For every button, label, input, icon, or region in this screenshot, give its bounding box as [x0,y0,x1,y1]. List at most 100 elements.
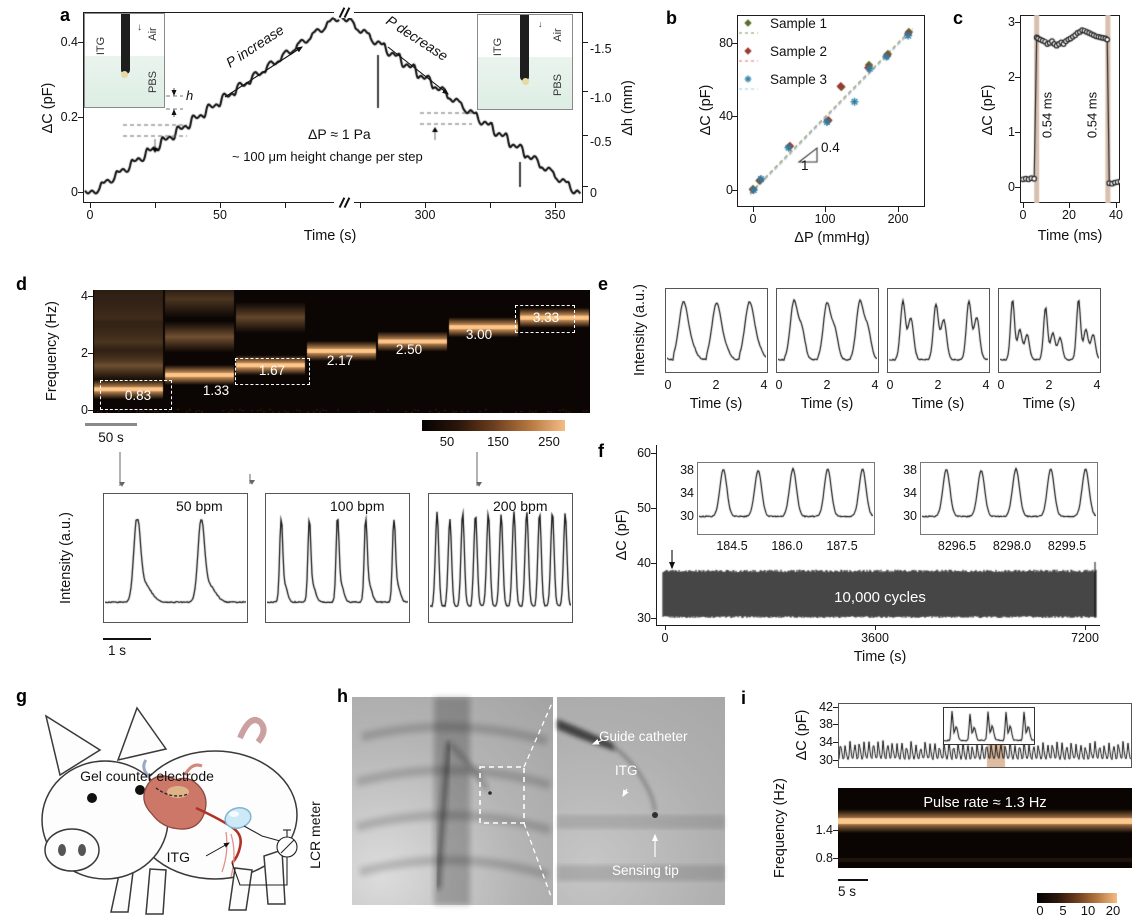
axis-tick [651,563,656,564]
d-freq-label: 1.67 [258,363,286,378]
a-ytick: 0 [71,185,78,199]
i-scalebar-line [838,879,868,881]
e-xlabel: Time (s) [689,396,743,412]
axis-tick [753,207,754,212]
axis-break-top [334,7,354,18]
pig-eye-right [135,785,145,795]
d-bpm-label: 100 bpm [330,498,385,514]
g-pig-illustration: Gel counter electrode ITG LCR meter [41,706,323,915]
panel-a-label: a [60,5,71,25]
rib-shadow [557,815,725,829]
d-freq-label: 3.33 [532,310,560,325]
i-ytick-top: 38 [819,717,833,731]
axis-tick [1015,187,1020,188]
c-response-left: 0.54 ms [1039,91,1055,139]
f-ytick: 50 [637,501,651,515]
pig-ear-right [116,706,168,762]
axis-tick [555,203,556,208]
panel-c-label: c [953,8,964,28]
a-dp-annotation: ΔP ≈ 1 Pa [308,126,371,142]
e-xtick: 2 [823,378,831,392]
panel-g-label: g [16,686,27,706]
d-freq-label: 2.50 [395,342,423,357]
d-ylabel: Frequency (Hz) [44,301,60,401]
a-ytick-right: -0.5 [590,135,612,149]
axis-tick [898,207,899,212]
h-xray-left-overlay [355,697,553,905]
panel-i-label: i [741,688,747,708]
h-xray-right: Guide catheter ITG Sensing tip [557,697,725,905]
f-cycles-label: 10,000 cycles [834,589,926,606]
wire-bottom [231,857,288,886]
e-xlabel: Time (s) [1022,396,1076,412]
f-ytick: 30 [637,611,651,625]
heart-highlight [167,786,189,798]
e-xtick: 2 [934,378,942,392]
a-ytick-right: -1.5 [590,42,612,56]
guide-catheter-shadow [557,719,615,751]
e-xtick: 4 [760,378,768,392]
axis-tick [583,42,588,43]
f-inset1-xtick: 187.5 [826,539,858,553]
h-itg-label: ITG [615,763,638,778]
rib [358,855,550,880]
f-inset1-xtick: 184.5 [716,539,748,553]
e-plot-frame-3 [887,288,990,373]
d-bpm-label: 50 bpm [176,498,223,514]
a-annotation-overlay [166,46,449,117]
d-freq-label: 3.00 [465,327,493,342]
d-dashed-box-083 [100,380,172,410]
pig-tail [237,717,267,744]
meter-needle [280,839,295,854]
i-ylabel-top: ΔC (pF) [794,709,810,761]
i-ylabel-bottom: Frequency (Hz) [772,778,788,878]
axis-tick [833,830,838,831]
b-xtick: 0 [749,212,757,226]
d-trace-box-100bpm [265,493,410,623]
catheter-in-heart [155,787,189,797]
axis-tick [732,190,737,191]
itg-rod-tip [521,77,529,85]
electrode-highlight [229,811,239,817]
xray-ribs [355,722,552,880]
pig-heart-group [142,759,207,830]
h-tip-label: Sensing tip [612,863,679,878]
d-ytick: 0 [81,403,88,417]
down-arrow-icon: ↓ [538,19,543,29]
axis-tick [651,453,656,454]
b-slope-run: 1 [801,158,809,173]
e-xtick: 0 [886,378,894,392]
e-xtick: 4 [871,378,879,392]
d-colorbar-tick: 250 [538,434,560,449]
axis-tick [360,203,361,208]
b-legend-2: Sample 2 [770,44,828,59]
b-ytick: 80 [719,36,733,50]
d-spectrogram-canvas [93,290,590,413]
e-xtick: 0 [997,378,1005,392]
c-xtick: 0 [1019,208,1027,222]
axis-tick [833,742,838,743]
axis-tick [78,192,83,193]
axis-tick [583,186,588,187]
a-step-annotation: ~ 100 μm height change per step [232,149,423,164]
heart-vessel-red [183,763,203,776]
d-ytick: 4 [81,289,88,303]
axis-tick [732,116,737,117]
a-xtick: 350 [544,208,566,222]
pig-front-leg-2 [145,868,167,915]
a-h-annotation: h [186,88,194,103]
wire-top [243,825,281,842]
d-colorbar-tick: 50 [439,434,455,449]
axis-tick [833,858,838,859]
xray-tip-dot [488,791,492,795]
rib-shadow [557,865,725,881]
panel-f-label: f [598,441,604,461]
b-legend-1: Sample 1 [770,16,828,31]
i-spectrogram-canvas [838,788,1132,868]
d-dashed-box-167 [235,358,310,385]
axis-tick [88,296,93,297]
f-xtick: 0 [661,631,669,645]
i-inset-canvas [944,708,1034,744]
a-xlabel: Time (s) [303,228,357,244]
